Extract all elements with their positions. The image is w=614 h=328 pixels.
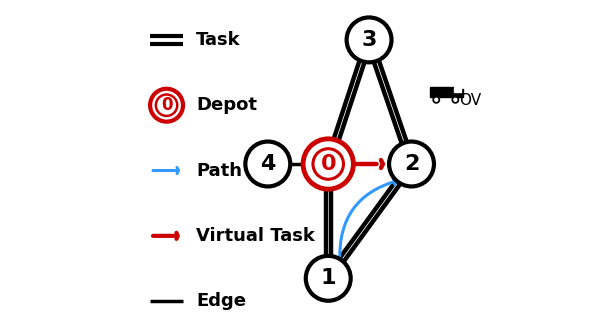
Circle shape [389,142,434,186]
FancyBboxPatch shape [454,88,460,92]
Text: 3: 3 [362,30,377,50]
FancyBboxPatch shape [430,87,453,97]
Circle shape [433,96,440,103]
Text: OV: OV [459,93,481,108]
Text: Depot: Depot [196,96,257,114]
Text: 0: 0 [321,154,336,174]
Text: 4: 4 [260,154,276,174]
Circle shape [452,96,459,103]
Text: Virtual Task: Virtual Task [196,227,315,245]
Circle shape [303,139,354,189]
Text: Path: Path [196,161,242,179]
Text: Edge: Edge [196,292,246,310]
Circle shape [454,98,457,101]
Circle shape [313,149,343,179]
Circle shape [346,17,392,62]
Text: 1: 1 [321,268,336,288]
Text: Task: Task [196,31,241,49]
Circle shape [156,94,177,116]
Circle shape [306,256,351,301]
Circle shape [150,89,183,122]
Circle shape [435,98,438,101]
Circle shape [246,142,290,186]
Text: 0: 0 [161,96,173,114]
FancyBboxPatch shape [453,89,464,97]
Text: 2: 2 [404,154,419,174]
